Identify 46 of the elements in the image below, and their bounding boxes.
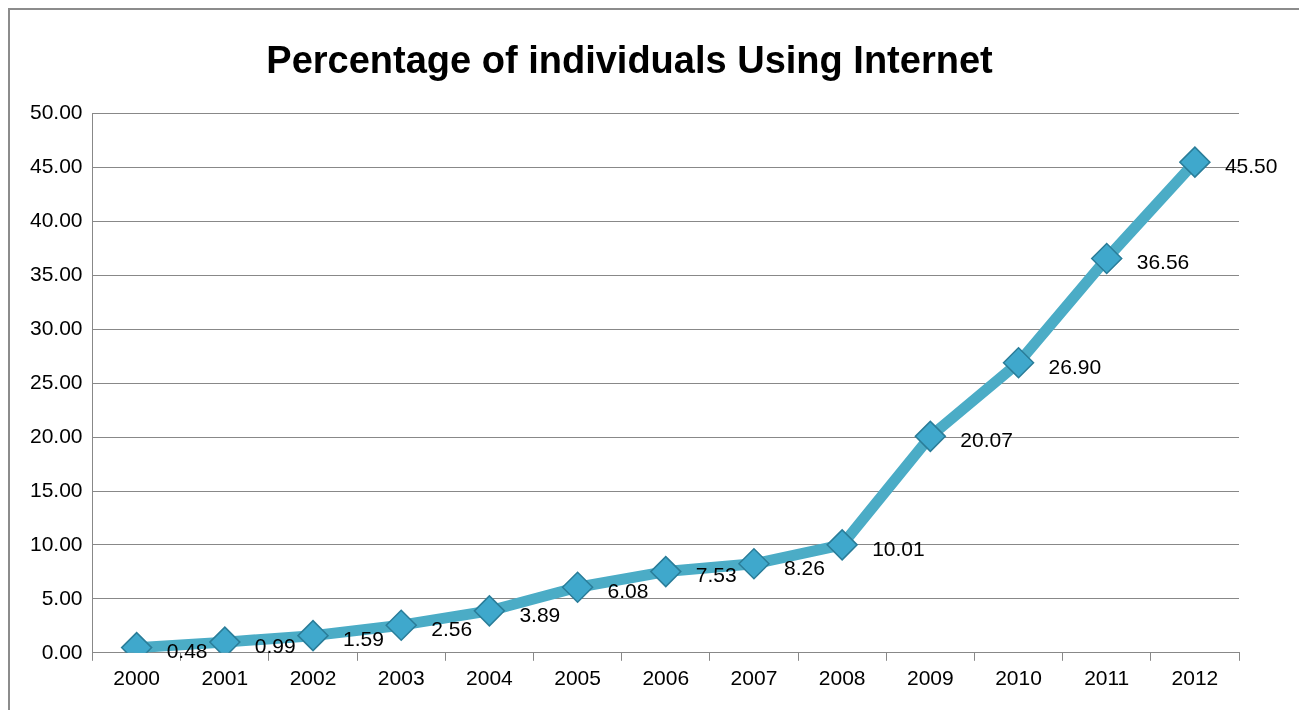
x-tick-label: 2009 xyxy=(906,666,954,690)
y-tick-label: 15.00 xyxy=(29,477,83,501)
chart-title: Percentage of individuals Using Internet xyxy=(266,39,994,82)
data-label: 10.01 xyxy=(872,536,925,560)
y-tick-label: 40.00 xyxy=(29,208,83,232)
point xyxy=(297,619,329,652)
y-tick-label: 30.00 xyxy=(29,316,83,340)
x-tick-label: 2003 xyxy=(377,666,425,690)
data-label: 2.56 xyxy=(431,616,473,640)
y-tick-label: 45.00 xyxy=(29,154,83,178)
y-tick-label: 20.00 xyxy=(29,423,83,447)
point xyxy=(650,555,682,588)
x-tick-label: 2010 xyxy=(995,666,1042,690)
point xyxy=(473,595,506,627)
y-tick-label: 10.00 xyxy=(29,531,83,555)
x-tick-label: 2011 xyxy=(1084,666,1130,690)
data-label: 26.90 xyxy=(1048,354,1102,378)
x-tick-label: 2001 xyxy=(201,666,249,690)
point xyxy=(385,609,417,641)
x-tick-label: 2008 xyxy=(818,666,866,690)
y-tick-label: 25.00 xyxy=(29,370,83,393)
point xyxy=(561,571,594,603)
x-tick-label: 2007 xyxy=(730,666,778,690)
x-tick-label: 2005 xyxy=(554,666,601,690)
x-tick-label: 2006 xyxy=(642,666,690,690)
point xyxy=(826,529,858,561)
data-label: 6.08 xyxy=(607,579,649,603)
point xyxy=(738,547,770,580)
data-label: 36.56 xyxy=(1136,250,1190,274)
point xyxy=(914,420,947,453)
point xyxy=(1002,346,1035,379)
x-tick-label: 2012 xyxy=(1171,666,1219,690)
data-label: 8.26 xyxy=(783,555,825,579)
x-tick-label: 2004 xyxy=(466,666,514,690)
y-tick-label: 35.00 xyxy=(29,262,83,286)
point xyxy=(1090,242,1123,275)
x-tick-label: 2000 xyxy=(113,666,160,690)
y-tick-label: 0.00 xyxy=(41,639,83,663)
data-label: 20.07 xyxy=(960,428,1013,452)
data-label: 3.89 xyxy=(519,602,561,626)
y-tick-label: 5.00 xyxy=(41,585,83,609)
point xyxy=(1179,146,1211,178)
data-label: 1.59 xyxy=(343,627,384,651)
y-tick-label: 50.00 xyxy=(29,100,83,124)
data-label: 45.50 xyxy=(1224,153,1278,177)
x-tick-label: 2002 xyxy=(289,666,337,690)
